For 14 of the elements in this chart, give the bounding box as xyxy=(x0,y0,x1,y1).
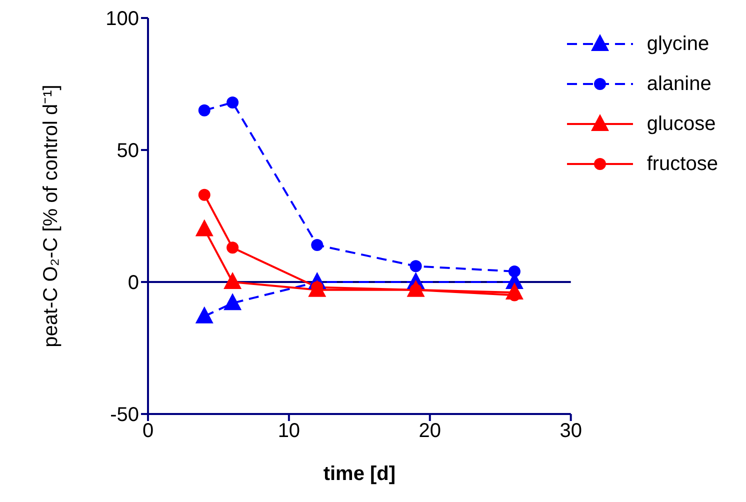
legend-label: alanine xyxy=(646,72,712,96)
x-tick-label: 20 xyxy=(418,420,442,442)
y-tick-label: 0 xyxy=(128,272,139,294)
legend-label: glucose xyxy=(646,112,716,136)
x-axis-title: time [d] xyxy=(323,463,396,485)
x-tick-label: 30 xyxy=(560,420,582,442)
legend-label: fructose xyxy=(646,152,718,176)
x-tick-label: 10 xyxy=(278,420,300,442)
y-axis-title: peat-C O₂-C [% of control d⁻¹] xyxy=(40,84,62,348)
y-tick-label: -50 xyxy=(110,404,139,426)
y-tick-label: 50 xyxy=(116,140,139,162)
x-tick-label: 0 xyxy=(142,420,154,442)
legend-label: glycine xyxy=(646,32,710,56)
y-tick-label: 100 xyxy=(106,8,139,30)
